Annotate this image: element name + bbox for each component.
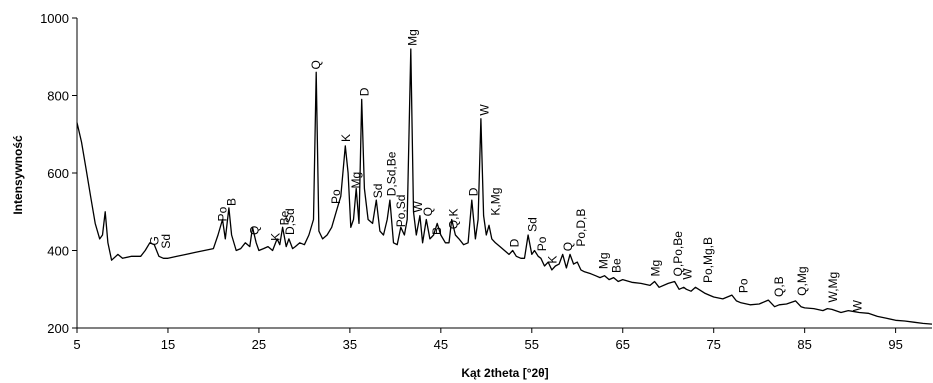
peak-label: Q,B	[772, 276, 786, 297]
x-tick-label: 15	[161, 337, 175, 352]
peak-label: Be	[277, 210, 291, 225]
peak-label: D	[357, 87, 371, 96]
peak-label: Q	[561, 242, 575, 251]
y-tick-label: 600	[47, 166, 69, 181]
peak-label: Q,K	[447, 209, 461, 230]
peak-label: D,Sd	[283, 208, 297, 235]
peak-label: Po,Sd	[394, 195, 408, 228]
x-tick-label: 35	[343, 337, 357, 352]
x-axis-ticks: 5 15 25 35 45 55 65 75 85 95	[73, 328, 903, 352]
y-tick-label: 200	[47, 321, 69, 336]
peak-label: B	[225, 198, 239, 206]
y-tick-label: 800	[47, 89, 69, 104]
x-tick-label: 85	[797, 337, 811, 352]
x-tick-label: 65	[616, 337, 630, 352]
x-axis-title: Kąt 2theta [°2θ]	[461, 366, 548, 380]
series-line	[76, 48, 933, 325]
peak-label: Q	[421, 207, 435, 216]
peak-label: W,Mg	[826, 272, 840, 303]
peak-label: Be	[609, 258, 623, 273]
peak-label: W	[680, 268, 694, 280]
peak-label: W	[411, 201, 425, 213]
peak-label: Mg	[597, 252, 611, 269]
peak-label: Sd	[371, 184, 385, 199]
peak-label: W	[477, 104, 491, 116]
y-axis-ticks: 200 400 600 800 1000	[40, 11, 77, 336]
peak-label: K	[339, 134, 353, 142]
peak-label: Q,Mg	[795, 266, 809, 295]
peak-label: Po	[329, 189, 343, 204]
peak-label: Po	[737, 278, 751, 293]
x-tick-label: 75	[706, 337, 720, 352]
peak-label: D	[467, 187, 481, 196]
peak-label: Q,Po,Be	[671, 231, 685, 277]
y-axis-title: Intensywność	[11, 135, 25, 215]
peak-label: Q	[309, 60, 323, 69]
peak-label: Po	[216, 206, 230, 221]
peak-label: Sd	[526, 217, 540, 232]
peak-label: W	[850, 299, 864, 311]
x-tick-label: 95	[888, 337, 902, 352]
peak-label: Mg	[349, 172, 363, 189]
peak-label: Po	[535, 236, 549, 251]
peak-label: K	[268, 233, 282, 241]
peak-label: Mg	[406, 29, 420, 46]
x-tick-label: 25	[252, 337, 266, 352]
peak-label: B	[430, 227, 444, 235]
y-tick-label: 1000	[40, 11, 69, 26]
peak-label: K,Mg	[488, 188, 502, 216]
y-tick-label: 400	[47, 244, 69, 259]
peak-label: Mg	[648, 260, 662, 277]
peak-label: K	[546, 256, 560, 264]
peak-label: Q	[247, 226, 261, 235]
peak-label: G	[147, 236, 161, 245]
peak-label: D	[508, 238, 522, 247]
x-tick-label: 55	[525, 337, 539, 352]
x-tick-label: 45	[434, 337, 448, 352]
peak-label: D,Sd,Be	[385, 151, 399, 196]
peak-label: Po,Mg,B	[701, 237, 715, 283]
peak-label: Sd	[159, 234, 173, 249]
x-tick-label: 5	[73, 337, 80, 352]
peak-label: Po,D,B	[574, 209, 588, 247]
